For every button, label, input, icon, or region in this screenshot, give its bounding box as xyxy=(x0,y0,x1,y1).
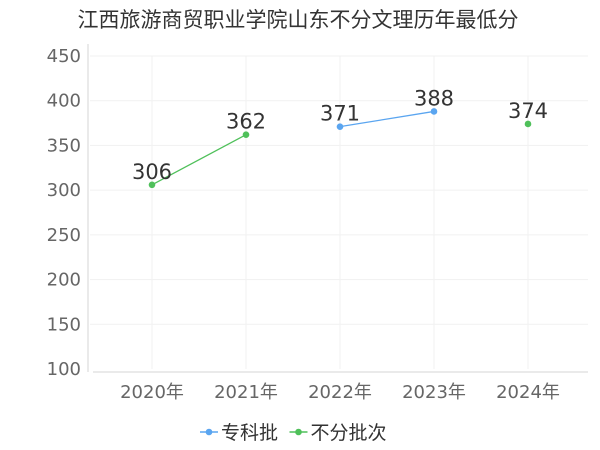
data-point[interactable] xyxy=(148,181,156,189)
y-tick-label: 450 xyxy=(47,46,81,67)
series-layer: 371 388 306 362 374 xyxy=(132,86,548,189)
data-label: 306 xyxy=(132,160,172,184)
y-axis-tick-labels: 100 150 200 250 300 350 400 450 xyxy=(47,46,81,380)
legend-label: 不分批次 xyxy=(311,422,387,444)
data-point[interactable] xyxy=(524,120,532,128)
chart-title: 江西旅游商贸职业学院山东不分文理历年最低分 xyxy=(78,8,519,32)
x-tick-label: 2024年 xyxy=(496,382,560,403)
x-tick-label: 2022年 xyxy=(308,382,372,403)
x-tick-label: 2021年 xyxy=(214,382,278,403)
legend-item[interactable]: 不分批次 xyxy=(289,422,387,444)
x-tick-label: 2020年 xyxy=(120,382,184,403)
y-tick-label: 400 xyxy=(47,91,81,112)
legend-marker xyxy=(205,428,213,436)
data-label: 388 xyxy=(414,86,454,110)
series-line-segment xyxy=(339,110,435,128)
y-tick-label: 350 xyxy=(47,135,81,156)
legend-marker xyxy=(295,428,302,436)
y-tick-label: 150 xyxy=(47,314,81,335)
y-tick-label: 200 xyxy=(47,270,81,291)
x-axis-tick-labels: 2020年 2021年 2022年 2023年 2024年 xyxy=(120,382,560,403)
data-point[interactable] xyxy=(242,131,250,138)
y-tick-label: 100 xyxy=(47,359,81,380)
legend[interactable]: 专科批 不分批次 xyxy=(200,422,387,444)
data-point[interactable] xyxy=(336,123,344,130)
legend-item[interactable]: 专科批 xyxy=(200,422,278,444)
data-label: 362 xyxy=(226,110,266,134)
series-line-segment xyxy=(151,134,247,186)
y-tick-label: 250 xyxy=(47,225,81,246)
legend-label: 专科批 xyxy=(221,422,278,444)
data-label: 374 xyxy=(508,99,548,123)
data-point[interactable] xyxy=(430,108,438,115)
y-tick-label: 300 xyxy=(47,180,81,201)
x-tick-label: 2023年 xyxy=(402,382,466,403)
data-label: 371 xyxy=(320,102,360,126)
axes xyxy=(87,44,588,373)
